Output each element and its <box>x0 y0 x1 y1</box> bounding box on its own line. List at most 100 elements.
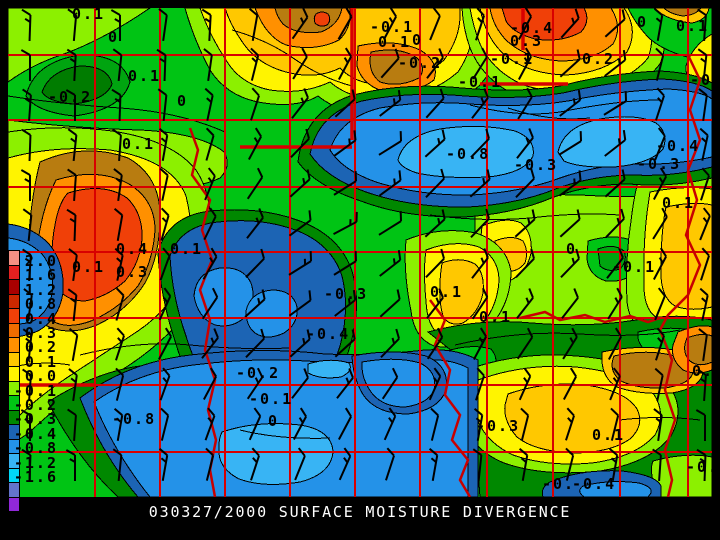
map-line <box>472 448 482 456</box>
map-line <box>620 208 625 219</box>
map-line <box>25 337 32 343</box>
map-line <box>27 294 33 322</box>
map-line <box>67 8 77 16</box>
map-line <box>479 327 487 338</box>
map-line <box>701 295 709 321</box>
map-line <box>160 457 167 463</box>
map-line <box>621 169 626 180</box>
map-line <box>528 288 534 299</box>
map-line <box>115 295 125 321</box>
map-line <box>70 297 77 303</box>
map-line <box>260 328 265 339</box>
map-line <box>113 408 123 416</box>
map-line <box>392 98 396 105</box>
map-line <box>398 170 402 181</box>
map-line <box>299 17 305 24</box>
fill-region <box>579 481 652 497</box>
map-line <box>159 57 166 63</box>
map-line <box>383 16 397 40</box>
map-line <box>246 176 264 200</box>
map-line <box>211 287 219 298</box>
map-line <box>559 58 581 78</box>
fill-region <box>313 11 331 27</box>
map-line <box>567 417 573 423</box>
map-line <box>117 337 123 343</box>
map-line <box>563 376 577 400</box>
wind-barbs <box>20 8 711 482</box>
map-line <box>252 457 258 463</box>
map-line <box>336 377 354 399</box>
map-line <box>343 447 352 457</box>
map-line <box>209 207 217 217</box>
map-line <box>22 328 32 336</box>
map-line <box>162 94 168 122</box>
fill-region <box>361 358 436 408</box>
map-line <box>306 329 311 340</box>
map-line <box>379 99 401 117</box>
map-line <box>569 367 577 378</box>
map-line <box>654 135 666 161</box>
map-line <box>256 167 264 178</box>
map-line <box>378 220 402 236</box>
map-line <box>441 209 446 220</box>
map-line <box>481 47 488 58</box>
map-line <box>603 100 627 116</box>
map-line <box>614 327 622 338</box>
map-line <box>68 328 78 336</box>
map-line <box>353 130 357 141</box>
map-line <box>437 137 441 145</box>
map-line <box>475 417 482 423</box>
map-line <box>702 54 708 82</box>
map-line <box>343 457 349 464</box>
map-line <box>606 257 624 279</box>
map-line <box>115 367 124 377</box>
map-line <box>656 375 664 401</box>
map-line <box>604 178 626 198</box>
map-line <box>288 299 312 317</box>
map-line <box>440 168 445 179</box>
map-line <box>565 415 575 441</box>
map-line <box>159 167 169 177</box>
map-line <box>201 337 219 359</box>
map-line <box>439 88 445 99</box>
map-line <box>250 455 260 481</box>
map-line <box>425 257 445 279</box>
map-line <box>352 289 357 301</box>
map-line <box>394 48 400 59</box>
map-line <box>441 129 446 140</box>
river-highway-line <box>188 127 218 497</box>
map-line <box>435 57 440 64</box>
map-line <box>518 16 532 40</box>
map-line <box>571 257 576 264</box>
map-line <box>69 217 76 223</box>
map-line <box>164 327 172 338</box>
map-line <box>204 17 211 23</box>
map-line <box>65 449 76 456</box>
map-line <box>333 221 357 235</box>
fill-region <box>439 259 484 325</box>
map-line <box>111 88 121 96</box>
map-line <box>253 137 259 144</box>
map-line <box>652 448 662 456</box>
map-line <box>291 16 309 40</box>
map-line <box>654 295 666 321</box>
map-line <box>560 17 580 39</box>
map-line <box>114 18 121 23</box>
map-line <box>425 177 445 199</box>
map-line <box>210 247 218 258</box>
map-line <box>117 54 123 82</box>
map-line <box>614 297 620 304</box>
map-line <box>476 415 484 441</box>
map-line <box>571 17 575 24</box>
map-line <box>655 47 664 57</box>
map-line <box>424 138 446 158</box>
map-line <box>207 167 216 177</box>
map-line <box>391 367 399 378</box>
map-line <box>159 375 171 401</box>
map-line <box>255 217 260 224</box>
map-line <box>701 135 709 161</box>
map-line <box>23 288 33 296</box>
map-line <box>652 216 668 240</box>
map-line <box>653 256 667 280</box>
map-line <box>473 336 487 360</box>
